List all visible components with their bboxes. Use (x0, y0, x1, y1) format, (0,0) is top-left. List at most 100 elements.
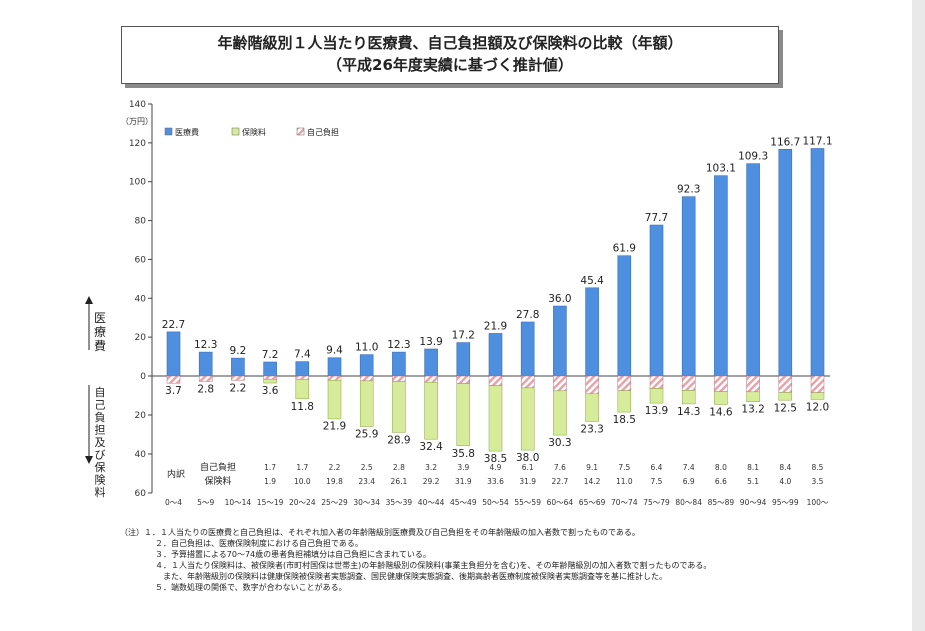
breakdown-self-pay-value: 1.7 (264, 463, 276, 472)
upper-arrow-head (85, 296, 93, 304)
bar-label-lower: 14.3 (677, 406, 700, 418)
bar-label-lower: 2.8 (197, 383, 214, 395)
bar-label-medical: 12.3 (387, 339, 410, 351)
x-tick-label: 0～4 (165, 498, 182, 507)
breakdown-premium-value: 6.6 (715, 477, 727, 486)
bar-premium (424, 381, 438, 440)
chart-title: 年齢階級別１人当たり医療費、自己負担額及び保険料の比較（年額） (217, 34, 683, 52)
breakdown-premium-value: 22.7 (552, 477, 569, 486)
x-tick-label: 15～19 (257, 498, 284, 507)
bar-medical (649, 224, 664, 377)
bar-self-pay (327, 375, 342, 381)
unit-label: （万円） (121, 117, 153, 126)
bar-label-lower: 21.9 (323, 421, 346, 433)
bar-self-pay (778, 375, 793, 393)
bar-label-medical: 109.3 (738, 151, 768, 163)
bar-label-medical: 7.2 (262, 349, 279, 361)
bar-self-pay (166, 375, 181, 384)
bar-label-medical: 21.9 (484, 320, 507, 332)
bar-self-pay (681, 375, 696, 391)
legend-label: 自己負担 (307, 127, 339, 137)
bar-label-lower: 3.7 (165, 385, 182, 397)
bar-self-pay (359, 375, 374, 382)
y-tick-label: 60 (135, 255, 147, 265)
bar-premium (456, 383, 471, 447)
breakdown-premium-value: 10.0 (294, 477, 311, 486)
bar-label-medical: 117.1 (802, 135, 832, 147)
bar-medical (714, 175, 728, 377)
note-5: ５．端数処理の関係で、数字が合わないことがある。 (155, 583, 347, 592)
breakdown-self-pay-value: 7.5 (618, 463, 630, 472)
lower-arrow-head (85, 456, 93, 464)
bar-medical (166, 331, 181, 377)
y-tick-label: 140 (129, 100, 146, 110)
bar-premium (714, 391, 728, 405)
bar-medical (198, 351, 213, 377)
breakdown-self-pay-value: 8.0 (715, 463, 727, 472)
x-tick-label: 65～69 (579, 498, 606, 507)
breakdown-premium-value: 14.2 (584, 477, 601, 486)
y-tick-label: 0 (140, 372, 146, 382)
bar-medical (295, 361, 310, 377)
breakdown-label: 内訳 (167, 468, 185, 480)
y-axis-lower-label-char: 料 (95, 485, 106, 499)
breakdown-self-pay-value: 4.9 (490, 463, 502, 472)
x-tick-label: 10～14 (225, 498, 252, 507)
y-tick-label: 80 (135, 217, 147, 227)
y-axis-lower-label-char: 己 (95, 399, 106, 412)
breakdown-self-pay-value: 8.5 (812, 463, 824, 472)
bar-premium (392, 381, 406, 433)
x-tick-label: 95～99 (772, 498, 799, 507)
bar-premium (810, 392, 825, 400)
x-tick-label: 5～9 (197, 498, 214, 507)
bar-label-lower: 25.9 (355, 429, 378, 441)
bar-self-pay (392, 375, 406, 382)
bar-chart: 140120100806040200204060（万円）医療費自己負担及び保険料… (85, 100, 833, 507)
bar-medical (359, 354, 374, 377)
bar-medical (231, 357, 245, 377)
bar-medical (488, 333, 503, 377)
bar-medical (327, 357, 342, 377)
bar-self-pay (520, 375, 535, 389)
bar-label-lower: 38.0 (516, 452, 539, 464)
x-tick-label: 100～ (807, 498, 829, 507)
x-tick-label: 70～74 (611, 498, 638, 507)
breakdown-self-pay-value: 2.2 (329, 463, 341, 472)
legend-label: 医療費 (175, 127, 199, 137)
breakdown-self-pay-value: 3.9 (457, 463, 469, 472)
bar-self-pay (231, 375, 245, 381)
bar-label-lower: 28.9 (387, 434, 410, 446)
bar-label-lower: 32.4 (419, 441, 443, 453)
legend-label: 保険料 (242, 127, 266, 137)
y-axis-lower-label-char: 保 (95, 460, 106, 474)
x-tick-label: 50～54 (482, 498, 509, 507)
bar-label-medical: 103.1 (706, 163, 736, 175)
bar-premium (263, 379, 277, 384)
breakdown-premium-value: 31.9 (519, 477, 536, 486)
note-1: （注）１．１人当たりの医療費と自己負担は、それぞれ加入者の年齢階級別医療費及び自… (120, 528, 640, 537)
breakdown-self-pay-value: 1.7 (296, 463, 308, 472)
y-tick-label: 20 (135, 333, 147, 343)
bar-label-lower: 13.9 (645, 405, 668, 417)
breakdown-premium-value: 5.1 (747, 477, 759, 486)
bar-self-pay (617, 375, 632, 391)
bar-self-pay (263, 375, 277, 380)
bar-self-pay (488, 375, 503, 386)
bar-premium (778, 392, 793, 401)
bar-premium (488, 385, 503, 452)
bar-label-medical: 116.7 (770, 136, 800, 148)
y-axis-lower-label-char: 険 (95, 474, 106, 487)
bar-premium (327, 380, 342, 420)
y-tick-label: 100 (129, 178, 146, 188)
bar-label-medical: 9.4 (326, 345, 343, 357)
y-tick-label: 60 (135, 489, 147, 499)
y-axis-upper-label-char: 医 (94, 311, 106, 325)
chart-subtitle: （平成26年度実績に基づく推計値） (327, 56, 573, 74)
bar-medical (424, 348, 438, 377)
bar-label-lower: 13.2 (741, 404, 764, 416)
bar-medical (778, 148, 793, 377)
y-axis-lower-label-char: 担 (95, 423, 106, 437)
bar-label-medical: 92.3 (677, 184, 700, 196)
breakdown-premium-value: 29.2 (423, 477, 440, 486)
